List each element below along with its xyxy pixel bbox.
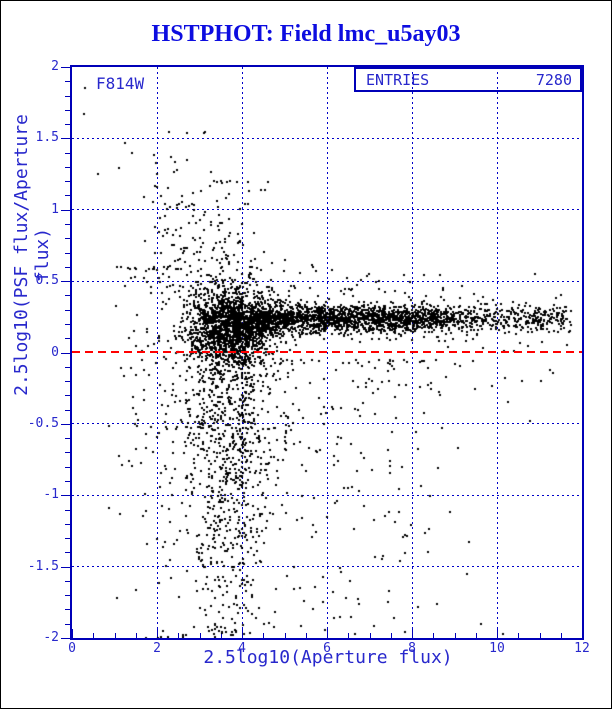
axis-tick <box>65 96 70 97</box>
y-tick-label: -2 <box>43 630 59 645</box>
x-tick-label: 10 <box>489 641 505 656</box>
axis-tick <box>65 167 70 168</box>
y-tick-label: 0.5 <box>35 273 59 288</box>
axis-tick <box>65 481 70 482</box>
stats-box-label: ENTRIES <box>366 70 430 89</box>
axis-tick <box>61 353 70 354</box>
y-tick-label: 2 <box>51 59 59 74</box>
axis-tick <box>65 367 70 368</box>
y-tick-label: -0.5 <box>27 416 59 431</box>
x-tick-label: 6 <box>323 641 331 656</box>
axis-tick <box>61 210 70 211</box>
axis-tick <box>65 552 70 553</box>
filter-label: F814W <box>96 74 145 93</box>
axis-tick <box>65 438 70 439</box>
axis-tick <box>65 467 70 468</box>
axis-tick <box>65 452 70 453</box>
y-tick-label: 1.5 <box>35 130 59 145</box>
axis-tick <box>65 110 70 111</box>
axis-tick <box>65 538 70 539</box>
x-tick-label: 0 <box>68 641 76 656</box>
axis-tick <box>65 381 70 382</box>
axis-tick <box>61 281 70 282</box>
y-axis-title: 2.5log10(PSF flux/Aperture flux) <box>11 114 53 396</box>
y-tick-label: 1 <box>51 202 59 217</box>
x-axis-title: 2.5log10(Aperture flux) <box>203 647 453 668</box>
axis-tick <box>65 338 70 339</box>
axis-tick <box>61 138 70 139</box>
axis-tick <box>61 67 70 68</box>
axis-tick <box>582 629 583 638</box>
axis-tick <box>65 238 70 239</box>
axis-tick <box>65 153 70 154</box>
page-title: HSTPHOT: Field lmc_u5ay03 <box>151 21 461 47</box>
axis-tick <box>61 567 70 568</box>
y-tick-label: -1 <box>43 487 59 502</box>
axis-tick <box>65 410 70 411</box>
axis-tick <box>65 609 70 610</box>
axis-tick <box>65 324 70 325</box>
axis-tick <box>65 595 70 596</box>
axis-tick <box>65 395 70 396</box>
axis-tick <box>65 81 70 82</box>
stats-box-value: 7280 <box>535 70 572 89</box>
x-tick-label: 12 <box>574 641 590 656</box>
axis-tick <box>65 181 70 182</box>
axis-tick <box>61 424 70 425</box>
axis-tick <box>61 638 70 639</box>
axis-tick <box>65 224 70 225</box>
axis-tick <box>65 581 70 582</box>
plot-area <box>61 65 584 640</box>
axis-tick <box>65 267 70 268</box>
x-tick-label: 4 <box>238 641 246 656</box>
y-tick-label: 0 <box>51 345 59 360</box>
axis-tick <box>65 624 70 625</box>
y-tick-label: -1.5 <box>27 559 59 574</box>
axis-tick <box>65 195 70 196</box>
stats-box: ENTRIES 7280 <box>354 67 582 92</box>
axis-tick <box>65 510 70 511</box>
x-tick-label: 8 <box>408 641 416 656</box>
axis-tick <box>65 124 70 125</box>
axis-tick <box>65 295 70 296</box>
axis-tick <box>61 495 70 496</box>
x-tick-label: 2 <box>153 641 161 656</box>
axis-tick <box>65 253 70 254</box>
axis-tick <box>65 310 70 311</box>
zero-reference-line <box>72 351 582 353</box>
axis-tick <box>65 524 70 525</box>
